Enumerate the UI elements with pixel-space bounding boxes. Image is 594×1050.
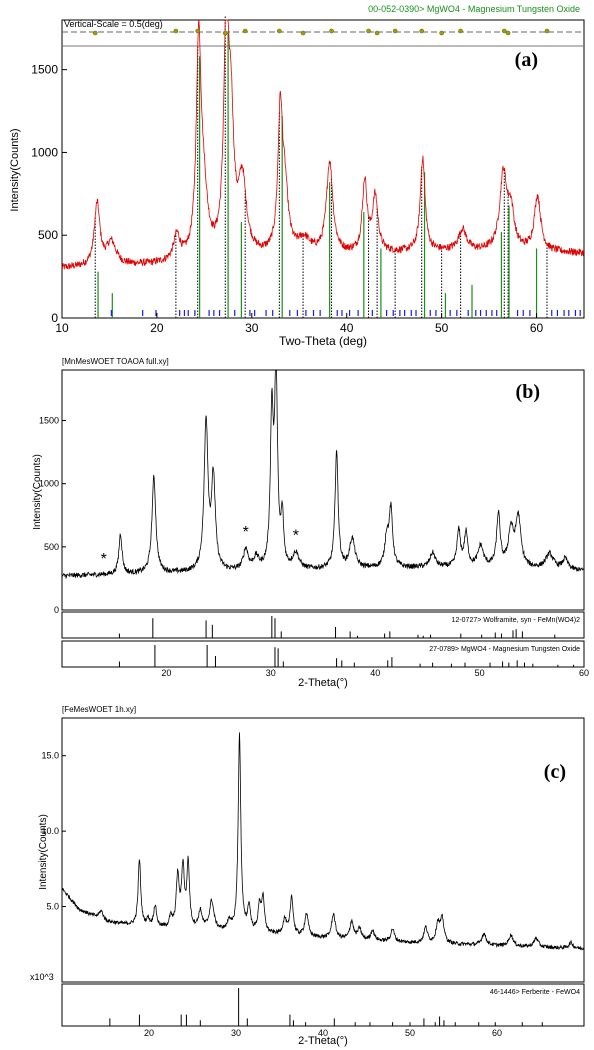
x-tick-label-b: 50 [475,668,485,678]
impurity-asterisk: * [243,524,249,541]
impurity-asterisk: * [293,528,299,545]
y-axis-label-c: Intensity(Counts) [38,814,49,890]
peak-marker [439,30,444,36]
plot-frame-c [61,717,585,983]
y-tick-label-a: 1500 [31,63,58,77]
panel-c: [FeMesWOET 1h.xy] (c) 46-1446> Ferberite… [0,702,594,1050]
reference-card-label-b2: 27-0789> MgWO4 - Magnesium Tungsten Oxid… [429,646,580,653]
file-label-b: [MnMesWOET TOAOA full.xy] [62,357,169,366]
peak-marker [242,28,248,34]
x-tick-label-c: 50 [405,1028,415,1038]
x-tick-label-c: 30 [231,1028,241,1038]
y-axis-label-a: Intensity(Counts) [9,128,21,211]
reference-frame-b1 [61,611,585,639]
peak-marker [173,28,179,34]
y-axis-b-tick-label: 1000 [39,479,59,489]
reference-frame-b2 [61,640,585,668]
x-axis-label-c: 2-Theta(°) [298,1035,348,1047]
x-tick-label-a: 20 [150,321,164,335]
peak-marker [544,28,550,34]
peak-marker [505,30,511,36]
peak-marker [501,28,507,34]
reference-card-label-c: 46-1446> Ferberite - FeWO4 [490,989,580,996]
plot-frame-b [61,369,585,611]
file-label-c: [FeMesWOET 1h.xy] [62,705,136,714]
peak-marker [300,30,306,36]
panel-b: [MnMesWOET TOAOA full.xy] (b) 12-0727> W… [0,352,594,702]
peak-marker [222,30,228,36]
y-tick-label-a: 0 [51,311,58,325]
x-tick-label-a: 40 [340,321,354,335]
y-axis-b-tick-label: 500 [44,542,59,552]
reference-card-label-a: 00-052-0390> MgWO4 - Magnesium Tungsten … [368,4,580,14]
impurity-asterisk: * [101,551,107,568]
reference-frame-c [61,983,585,1027]
peak-marker [392,28,398,34]
reference-card-label-b1: 12-0727> Wolframite, syn - FeMn(WO4)2 [452,617,581,624]
xrd-chart-a: Vertical-Scale = 0.5(deg) 00-052-0390> M… [9,4,585,348]
plot-frame-a [61,19,585,319]
x-axis-label-a: Two-Theta (deg) [279,334,367,348]
y-tick-label-a: 1000 [31,145,58,159]
peak-marker [329,28,334,34]
xrd-chart-b: [MnMesWOET TOAOA full.xy] (b) 12-0727> W… [32,357,589,689]
x-tick-label-b: 60 [579,668,589,678]
x-tick-label-c: 40 [318,1028,328,1038]
diffraction-pattern-a [61,19,585,270]
x-tick-label-c: 60 [492,1028,502,1038]
peak-marker [419,28,425,34]
peak-marker [374,30,380,36]
y-axis-b-tick-label: 1500 [39,416,59,426]
vertical-scale-label: Vertical-Scale = 0.5(deg) [64,19,163,29]
peak-marker [366,28,371,34]
peak-marker [195,28,201,34]
y-axis-label-b: Intensity(Counts) [32,454,43,530]
peak-marker [92,30,98,36]
diffraction-pattern-c [61,732,585,951]
x-tick-label-a: 30 [245,321,259,335]
y-tick-label-a: 500 [38,228,58,242]
peak-marker [277,28,282,34]
y-axis-b-tick-label: 0 [54,605,59,615]
panel-label-a: (a) [515,49,538,71]
x-tick-label-b: 20 [161,668,171,678]
x-tick-label-a: 50 [435,321,449,335]
diffraction-pattern-b [61,369,585,580]
x-tick-label-c: 20 [144,1028,154,1038]
panel-a: Vertical-Scale = 0.5(deg) 00-052-0390> M… [0,0,594,352]
peak-marker [458,28,463,34]
x-tick-label-b: 40 [370,668,380,678]
panel-label-b: (b) [516,381,540,403]
xrd-chart-c: [FeMesWOET 1h.xy] (c) 46-1446> Ferberite… [30,705,585,1047]
y-axis-c-tick-label: 15.0 [41,751,59,761]
y-axis-c-tick-label: 10.0 [41,826,59,836]
x-tick-label-a: 60 [530,321,544,335]
x-tick-label-b: 30 [266,668,276,678]
x-tick-label-a: 10 [55,321,69,335]
y-multiplier-label: x10^3 [30,972,54,982]
x-axis-label-b: 2-Theta(°) [298,677,348,689]
y-axis-c-tick-label: 5.0 [46,902,59,912]
panel-label-c: (c) [544,761,566,783]
